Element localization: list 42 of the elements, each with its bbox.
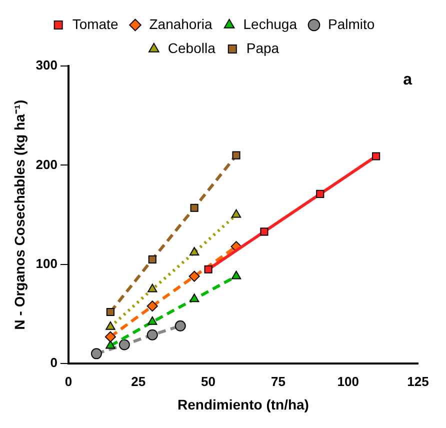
legend-label: Tomate [72,16,118,32]
point [188,270,200,282]
x-axis-title: Rendimiento (tn/ha) [178,396,309,412]
point [204,265,212,274]
point [189,294,200,302]
point [90,348,102,360]
x-tick-label: 100 [337,374,359,389]
legend-label: Cebolla [168,40,216,56]
point [260,228,268,236]
point [372,152,380,160]
annotation: a [403,71,412,88]
point [146,300,158,312]
y-tick-label: 200 [36,156,58,172]
point [148,316,158,325]
point [190,204,198,212]
x-tick-label: 0 [64,374,72,389]
point [106,321,116,330]
y-tick-label: 300 [36,58,58,73]
point [174,320,186,332]
point [118,339,130,350]
point [148,284,158,292]
legend-label: Zanahoria [149,16,212,32]
point [146,329,158,340]
y-axis-title: N - Organos Cosechables (kg ha⁻¹) [11,100,28,330]
point [316,190,324,198]
legend-label: Palmito [328,16,375,32]
y-tick-label: 100 [36,256,58,271]
point [148,255,156,264]
x-tick-label: 125 [407,374,429,389]
y-tick-label: 0 [50,355,58,370]
point [232,151,240,160]
x-tick-label: 50 [201,374,216,389]
point [104,331,116,342]
point [189,246,200,256]
legend-label: Papa [246,40,280,56]
x-tick-label: 75 [270,374,286,389]
point [231,209,242,218]
x-tick-label: 25 [131,374,146,389]
point [231,270,242,280]
point [106,340,116,349]
legend-label: Lechuga [243,16,298,32]
point [106,308,114,316]
